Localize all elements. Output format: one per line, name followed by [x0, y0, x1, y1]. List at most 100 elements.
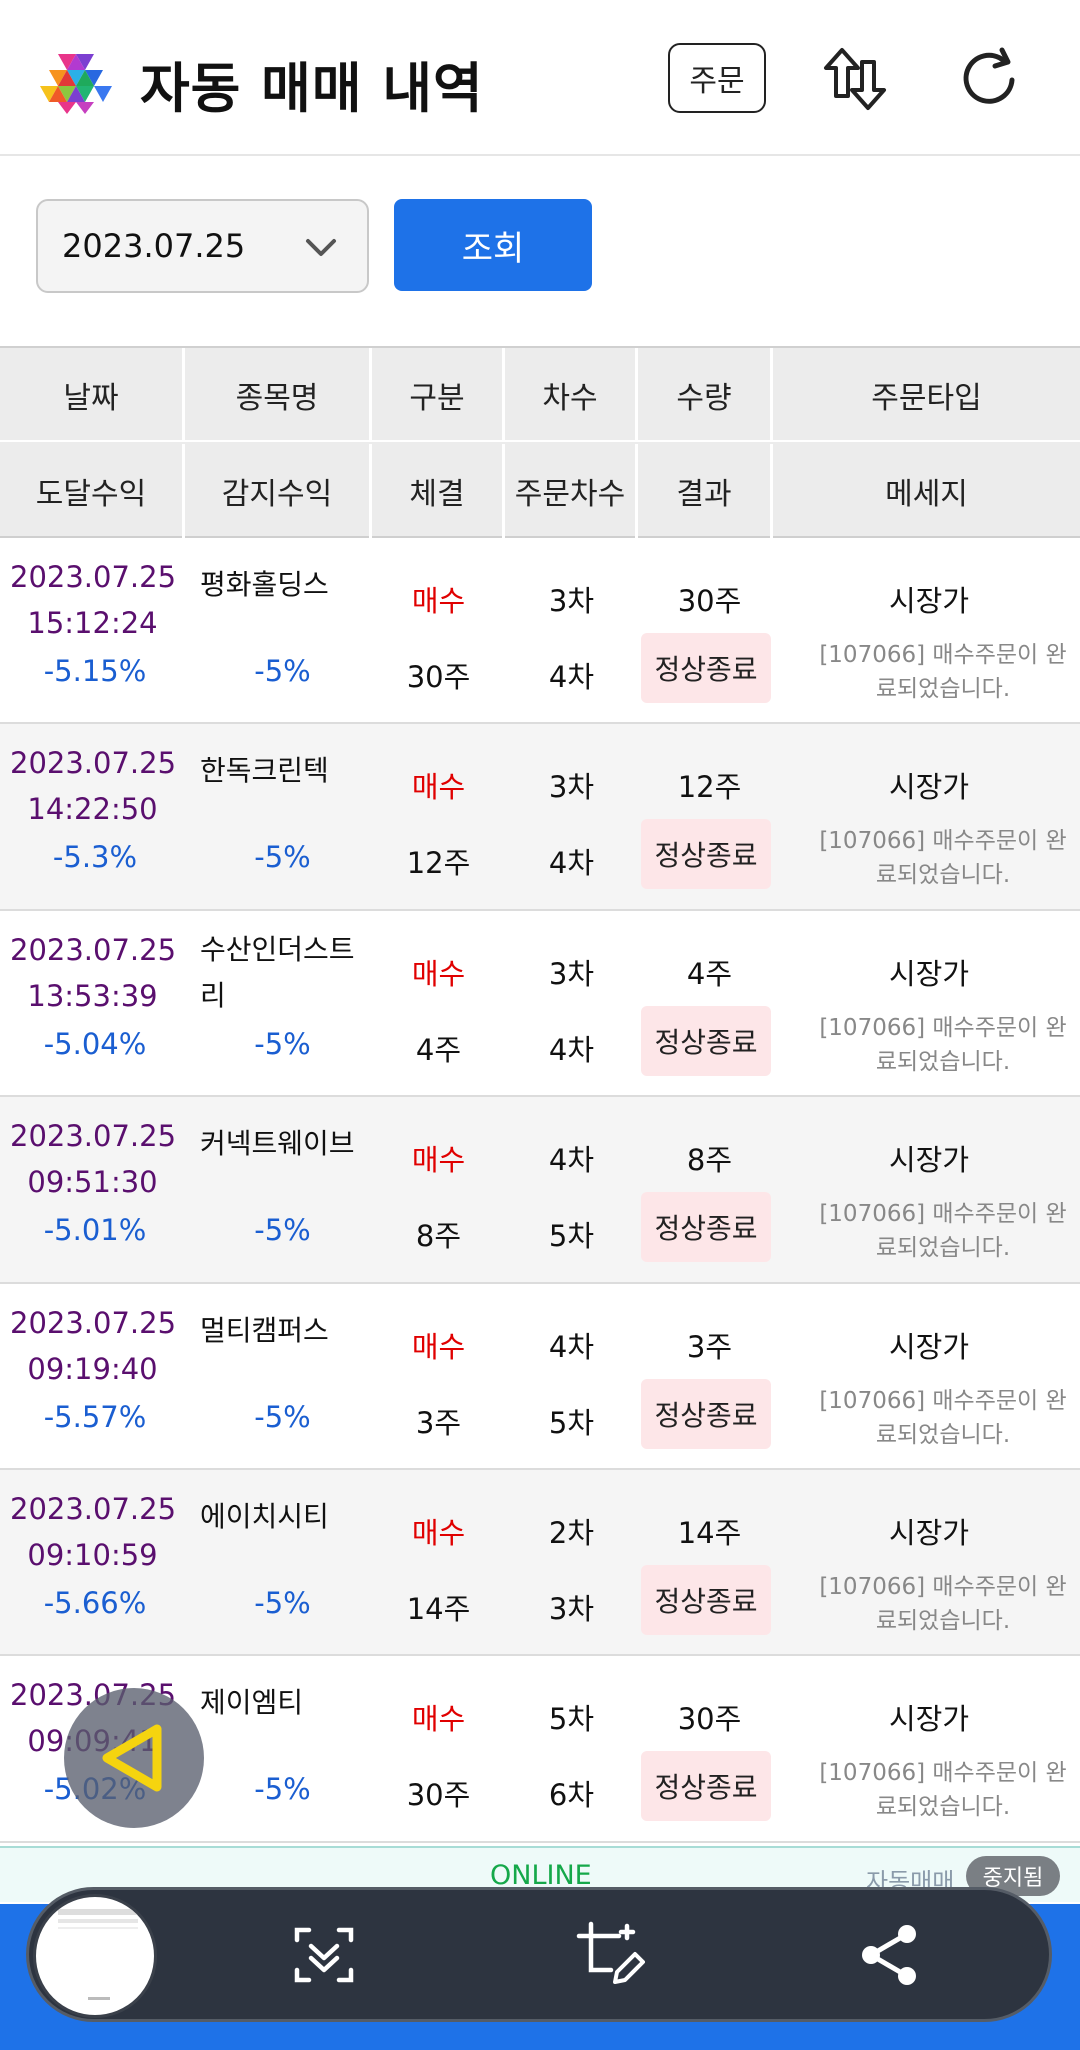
row-reach-profit: -5.66% — [43, 1585, 147, 1620]
row-order-type: 시장가 — [888, 956, 970, 991]
row-stock: 멀티캠퍼스 — [200, 1313, 329, 1347]
row-order-type: 시장가 — [888, 1702, 970, 1737]
row-stock: 커넥트웨이브 — [200, 1127, 355, 1161]
row-round: 2차 — [548, 1515, 595, 1550]
table-row[interactable]: 2023.07.25 09:10:59 -5.66% 에이치시티 -5% 매수 1… — [0, 1469, 1080, 1657]
row-stock: 한독크린텍 — [200, 754, 329, 788]
row-detect-profit: -5% — [254, 1772, 311, 1807]
col-detect-profit: 감지수익 — [185, 444, 372, 538]
row-round: 4차 — [548, 1329, 595, 1364]
row-reach-profit: -5.57% — [43, 1399, 147, 1434]
row-fill: 14주 — [406, 1591, 471, 1626]
date-select[interactable]: 2023.07.25 — [36, 199, 369, 293]
app-logo-icon — [40, 54, 112, 114]
col-qty: 수량 — [638, 348, 773, 442]
row-detect-profit: -5% — [254, 1585, 311, 1620]
row-result-badge: 정상종료 — [641, 633, 771, 703]
row-round: 4차 — [548, 1143, 595, 1178]
row-side: 매수 — [411, 1515, 466, 1550]
order-button[interactable]: 주문 — [668, 43, 766, 113]
table-row[interactable]: 2023.07.25 13:53:39 -5.04% 수산인더스트리 -5% 매수… — [0, 910, 1080, 1098]
crop-edit-icon[interactable] — [575, 1920, 645, 1990]
table-body: 2023.07.25 15:12:24 -5.15% 평화홀딩스 -5% 매수 3… — [0, 538, 1080, 1843]
refresh-icon[interactable] — [958, 46, 1022, 112]
chevron-down-icon — [306, 239, 336, 256]
share-icon[interactable] — [855, 1920, 925, 1990]
triangle-left-icon — [102, 1724, 162, 1792]
row-time: 13:53:39 — [27, 978, 158, 1013]
row-datetime: 2023.07.25 13:53:39 — [10, 927, 176, 1019]
row-order-round: 3차 — [548, 1591, 595, 1626]
row-date: 2023.07.25 — [10, 1119, 177, 1154]
row-datetime: 2023.07.25 14:22:50 — [10, 740, 177, 832]
row-result-badge: 정상종료 — [641, 1564, 771, 1635]
row-message: [107066] 매수주문이 완료되었습니다. — [819, 1573, 1067, 1634]
search-button[interactable]: 조회 — [394, 199, 592, 291]
row-side: 매수 — [411, 1143, 466, 1178]
row-qty: 8주 — [686, 1143, 733, 1178]
row-order-round: 4차 — [548, 660, 595, 694]
sort-swap-icon[interactable] — [820, 44, 890, 114]
row-qty: 3주 — [686, 1329, 733, 1364]
row-order-type: 시장가 — [888, 1143, 970, 1178]
col-order-type: 주문타입 — [871, 381, 982, 416]
row-fill: 8주 — [415, 1219, 462, 1254]
row-datetime: 2023.07.25 15:12:24 — [10, 554, 177, 646]
row-detect-profit: -5% — [254, 1026, 311, 1061]
row-message: [107066] 매수주문이 완료되었습니다. — [819, 1387, 1067, 1448]
row-time: 09:19:40 — [27, 1351, 158, 1386]
row-side: 매수 — [411, 770, 466, 805]
screenshot-thumbnail[interactable] — [33, 1894, 157, 2018]
row-reach-profit: -5.3% — [52, 840, 138, 875]
row-message: [107066] 매수주문이 완료되었습니다. — [819, 1014, 1067, 1075]
row-detect-profit: -5% — [254, 840, 311, 875]
col-message: 메세지 — [885, 477, 968, 512]
selected-date: 2023.07.25 — [62, 227, 246, 265]
row-result-badge: 정상종료 — [641, 1751, 771, 1822]
col-order-round: 주문차수 — [505, 444, 638, 538]
app-header: 자동 매매 내역 주문 — [0, 0, 1080, 156]
col-result: 결과 — [638, 444, 773, 538]
col-fill: 체결 — [372, 444, 505, 538]
row-reach-profit: -5.04% — [43, 1026, 147, 1061]
table-row[interactable]: 2023.07.25 15:12:24 -5.15% 평화홀딩스 -5% 매수 3… — [0, 538, 1080, 725]
row-date: 2023.07.25 — [10, 746, 177, 781]
row-qty: 4주 — [686, 956, 733, 991]
row-order-round: 5차 — [548, 1405, 595, 1440]
row-round: 3차 — [548, 584, 595, 618]
header-row-1: 날짜 종목명 구분 차수 수량 주문타입 — [0, 348, 1080, 442]
row-time: 09:10:59 — [27, 1537, 158, 1572]
floating-back-button[interactable] — [64, 1688, 204, 1828]
header-row-2: 도달수익 감지수익 체결 주문차수 결과 메세지 — [0, 444, 1080, 538]
row-detect-profit: -5% — [254, 1399, 311, 1434]
row-order-round: 5차 — [548, 1219, 595, 1254]
col-round: 차수 — [505, 348, 638, 442]
row-datetime: 2023.07.25 09:19:40 — [10, 1300, 177, 1392]
row-round: 3차 — [548, 956, 595, 991]
row-order-type: 시장가 — [888, 1515, 970, 1550]
row-date: 2023.07.25 — [10, 1491, 177, 1526]
row-qty: 30주 — [677, 584, 742, 618]
row-fill: 12주 — [406, 846, 471, 881]
row-stock: 수산인더스트리 — [200, 932, 355, 1012]
table-header: 날짜 종목명 구분 차수 수량 주문타입 도달수익 감지수익 체결 주문차수 결… — [0, 346, 1080, 538]
table-row[interactable]: 2023.07.25 09:51:30 -5.01% 커넥트웨이브 -5% 매수 … — [0, 1097, 1080, 1284]
row-side: 매수 — [411, 1702, 466, 1737]
col-stock: 종목명 — [185, 348, 372, 442]
row-fill: 30주 — [406, 660, 471, 694]
row-result-badge: 정상종료 — [641, 1378, 771, 1449]
row-date: 2023.07.25 — [10, 560, 177, 594]
row-result-badge: 정상종료 — [641, 1005, 771, 1076]
row-time: 15:12:24 — [27, 606, 158, 640]
row-date: 2023.07.25 — [10, 1305, 177, 1340]
row-round: 5차 — [548, 1702, 595, 1737]
row-message: [107066] 매수주문이 완료되었습니다. — [819, 1760, 1067, 1821]
scroll-capture-icon[interactable] — [289, 1920, 359, 1990]
row-fill: 30주 — [406, 1778, 471, 1813]
row-qty: 12주 — [677, 770, 742, 805]
table-row[interactable]: 2023.07.25 09:19:40 -5.57% 멀티캠퍼스 -5% 매수 3… — [0, 1283, 1080, 1470]
table-row[interactable]: 2023.07.25 14:22:50 -5.3% 한독크린텍 -5% 매수 12… — [0, 724, 1080, 911]
row-fill: 4주 — [415, 1032, 462, 1067]
row-order-type: 시장가 — [888, 584, 970, 618]
row-stock: 평화홀딩스 — [200, 568, 329, 601]
